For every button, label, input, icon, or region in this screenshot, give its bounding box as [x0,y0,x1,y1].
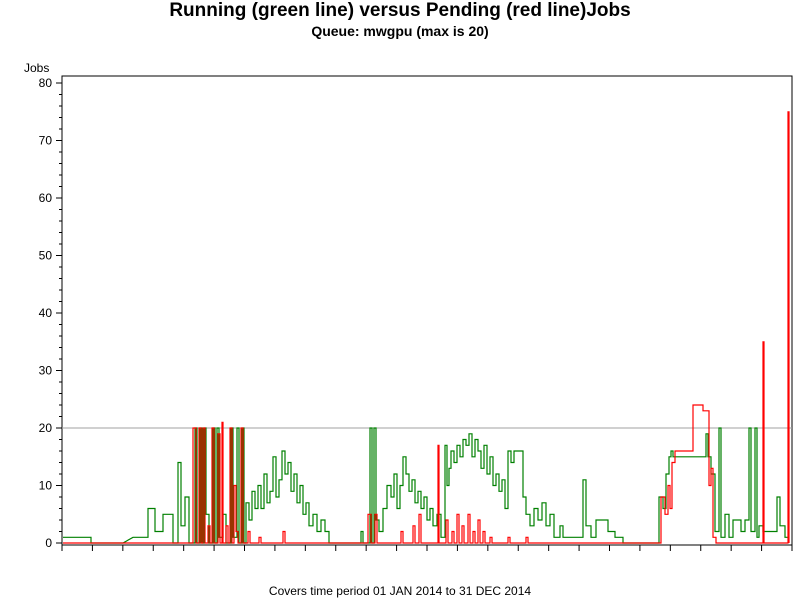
chart-subtitle: Queue: mwgpu (max is 20) [311,23,489,39]
y-tick-label: 0 [45,536,52,550]
pending-jobs-line [63,111,790,544]
y-axis: 0 10 20 30 40 50 60 70 80 [39,76,62,550]
plot-frame [61,75,793,546]
y-tick-label: 60 [39,191,53,205]
y-tick-label: 30 [39,364,53,378]
y-tick-label: 20 [39,421,53,435]
running-jobs-line [63,427,788,544]
y-tick-label: 40 [39,306,53,320]
chart-footnote: Covers time period 01 JAN 2014 to 31 DEC… [268,584,532,598]
y-axis-label: Jobs [24,61,49,75]
y-tick-label: 50 [39,249,53,263]
chart-title: Running (green line) versus Pending (red… [169,0,631,21]
x-axis [61,545,793,551]
y-tick-label: 10 [39,479,53,493]
y-tick-label: 80 [39,76,53,90]
y-tick-label: 70 [39,134,53,148]
series-layer [63,111,790,544]
